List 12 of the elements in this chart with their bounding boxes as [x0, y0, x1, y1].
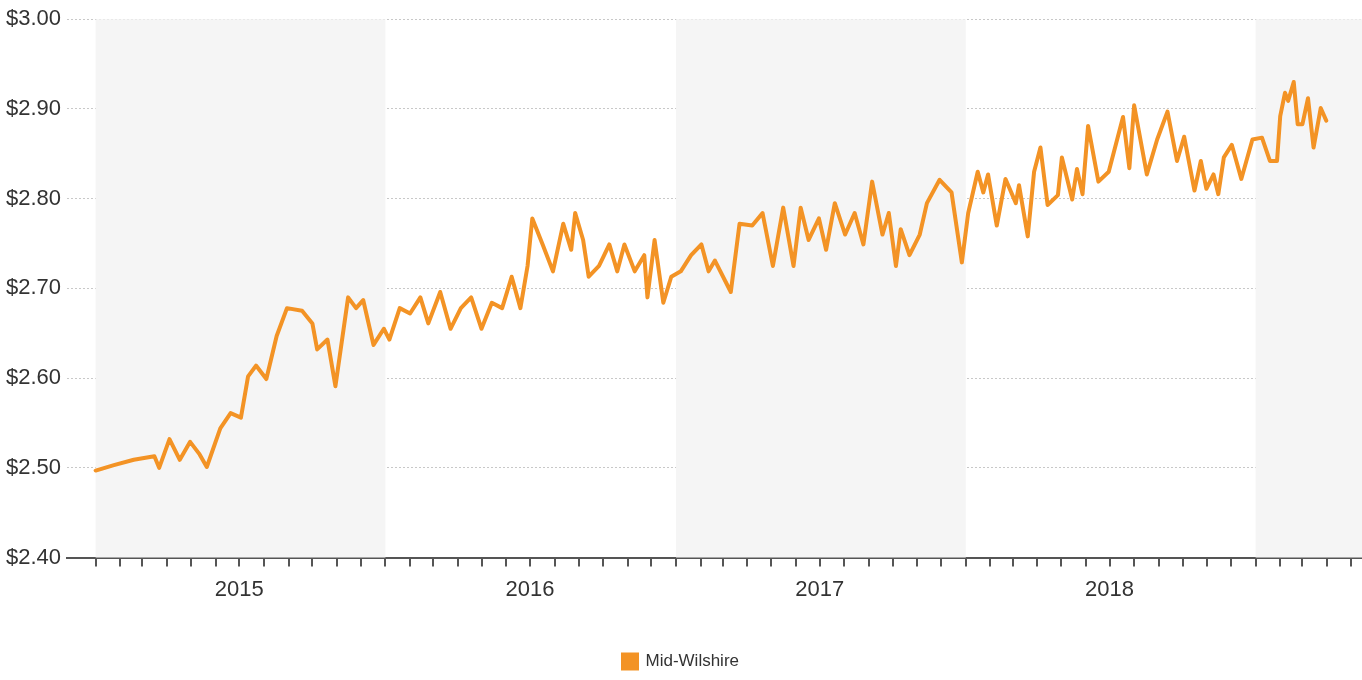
y-tick-label: $2.50 — [5, 453, 62, 479]
y-tick-label: $2.90 — [5, 95, 62, 120]
y-tick-label: $2.60 — [5, 364, 62, 390]
x-tick-label: 2017 — [795, 575, 845, 601]
y-tick-label: $2.80 — [5, 184, 62, 210]
y-tick-label: $2.40 — [5, 543, 62, 569]
x-tick-label: 2016 — [505, 575, 555, 601]
x-tick-label: 2015 — [214, 575, 264, 601]
y-tick-label: $2.70 — [5, 274, 62, 300]
x-tick-label: 2018 — [1085, 575, 1134, 601]
y-tick-label: $3.00 — [5, 5, 62, 31]
legend-label: Mid-Wilshire — [645, 651, 739, 671]
